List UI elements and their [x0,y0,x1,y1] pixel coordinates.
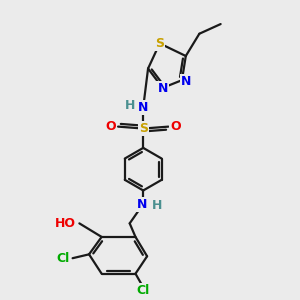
Text: Cl: Cl [136,284,150,297]
Text: HO: HO [55,217,76,230]
Text: H: H [124,99,135,112]
Text: S: S [139,122,148,135]
Text: S: S [155,37,164,50]
Text: Cl: Cl [56,252,70,265]
Text: N: N [181,75,191,88]
Text: N: N [137,197,147,211]
Text: H: H [152,200,162,212]
Text: O: O [106,120,116,133]
Text: N: N [138,101,148,114]
Text: N: N [158,82,168,95]
Text: O: O [170,120,181,133]
